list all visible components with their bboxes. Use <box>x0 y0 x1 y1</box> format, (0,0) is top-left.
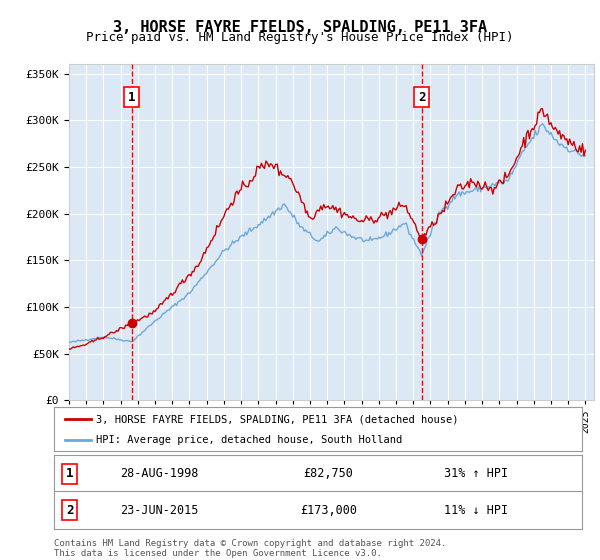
Text: 31% ↑ HPI: 31% ↑ HPI <box>445 467 508 480</box>
Text: Contains HM Land Registry data © Crown copyright and database right 2024.: Contains HM Land Registry data © Crown c… <box>54 539 446 548</box>
Text: £82,750: £82,750 <box>304 467 353 480</box>
Text: 1: 1 <box>128 91 136 104</box>
Text: Price paid vs. HM Land Registry's House Price Index (HPI): Price paid vs. HM Land Registry's House … <box>86 31 514 44</box>
Text: 11% ↓ HPI: 11% ↓ HPI <box>445 503 508 517</box>
Text: 28-AUG-1998: 28-AUG-1998 <box>121 467 199 480</box>
Text: 2: 2 <box>66 503 74 517</box>
Text: 3, HORSE FAYRE FIELDS, SPALDING, PE11 3FA (detached house): 3, HORSE FAYRE FIELDS, SPALDING, PE11 3F… <box>96 414 459 424</box>
Text: £173,000: £173,000 <box>300 503 357 517</box>
Text: 2: 2 <box>418 91 425 104</box>
Text: 23-JUN-2015: 23-JUN-2015 <box>121 503 199 517</box>
Text: 1: 1 <box>66 467 74 480</box>
Text: HPI: Average price, detached house, South Holland: HPI: Average price, detached house, Sout… <box>96 435 403 445</box>
Text: 3, HORSE FAYRE FIELDS, SPALDING, PE11 3FA: 3, HORSE FAYRE FIELDS, SPALDING, PE11 3F… <box>113 20 487 35</box>
Text: This data is licensed under the Open Government Licence v3.0.: This data is licensed under the Open Gov… <box>54 549 382 558</box>
